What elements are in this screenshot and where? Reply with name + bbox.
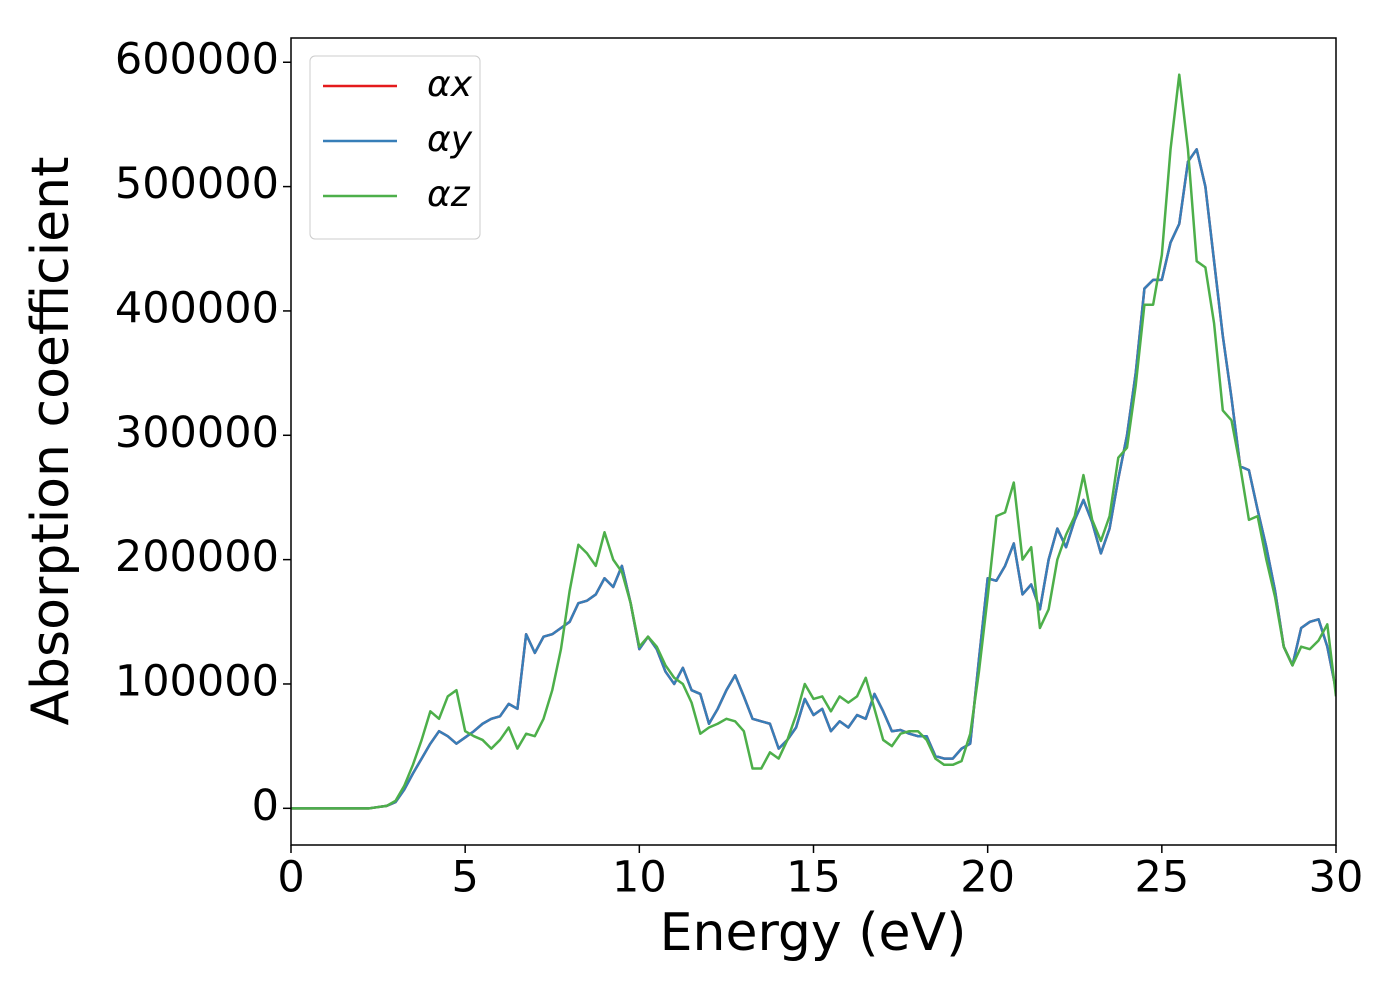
y-axis-label: Absorption coefficient (21, 156, 81, 725)
legend-label: αy (427, 119, 473, 160)
data-line (291, 148, 1336, 810)
x-tick-label: 15 (786, 853, 841, 903)
y-tick-label: 600000 (115, 35, 279, 85)
data-line (291, 73, 1336, 810)
x-tick-label: 30 (1309, 853, 1364, 903)
y-tick-label: 300000 (115, 408, 279, 458)
x-tick-label: 25 (1134, 853, 1189, 903)
x-tick-label: 5 (451, 853, 478, 903)
legend-box (309, 55, 481, 240)
y-tick-label: 100000 (115, 656, 279, 706)
x-tick-label: 20 (960, 853, 1015, 903)
legend-label: αx (427, 64, 473, 105)
y-tick-label: 200000 (115, 532, 279, 582)
y-tick-label: 0 (252, 781, 279, 831)
y-tick-label: 400000 (115, 283, 279, 333)
x-tick-label: 10 (612, 853, 667, 903)
data-line (291, 148, 1336, 810)
x-axis-label: Energy (eV) (660, 903, 967, 963)
plot-frame (290, 37, 1337, 846)
x-tick-label: 0 (277, 853, 304, 903)
y-tick-label: 500000 (115, 159, 279, 209)
legend-label: αz (427, 174, 471, 215)
